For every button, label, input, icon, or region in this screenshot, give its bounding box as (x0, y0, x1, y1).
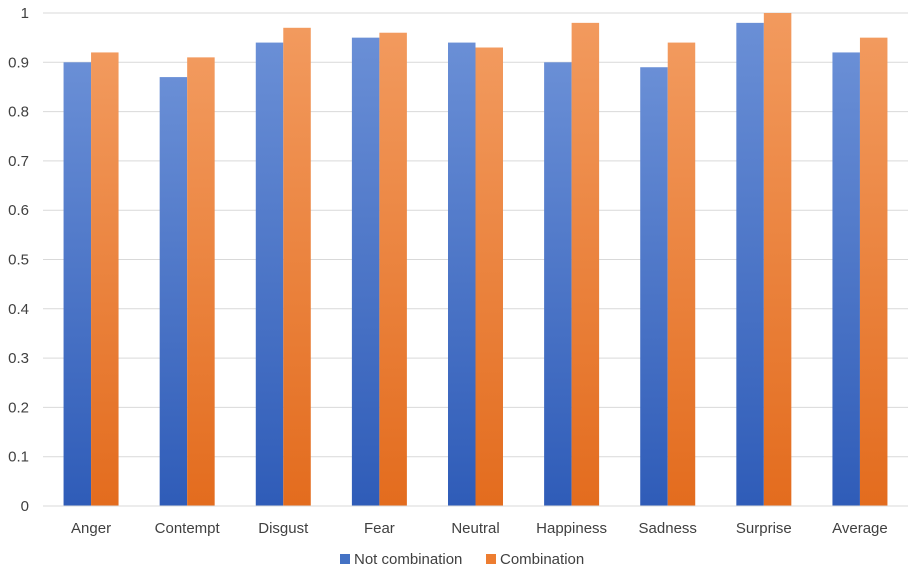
x-tick-label: Average (832, 520, 888, 537)
x-tick-label: Surprise (736, 520, 792, 537)
y-tick-label: 0.3 (8, 350, 29, 367)
bar-combination-anger (91, 52, 119, 506)
bar-combination-disgust (283, 27, 311, 506)
y-tick-label: 0.6 (8, 202, 29, 219)
bar-combination-contempt (187, 57, 215, 507)
x-tick-label: Fear (364, 520, 395, 537)
bar-not-combination-fear (351, 37, 380, 507)
legend: Not combination Combination (340, 551, 584, 568)
y-tick-label: 0 (21, 498, 29, 515)
y-tick-label: 0.8 (8, 104, 29, 121)
legend-label-combination: Combination (500, 551, 584, 568)
x-tick-label: Sadness (639, 520, 697, 537)
bar-not-combination-sadness (640, 67, 668, 506)
y-tick-label: 0.5 (8, 252, 29, 269)
y-tick-label: 0.2 (8, 399, 29, 416)
x-tick-label: Anger (71, 520, 111, 537)
y-tick-label: 1 (21, 5, 29, 22)
bar-combination-neutral (475, 47, 503, 506)
y-tick-label: 0.9 (8, 54, 29, 71)
bar-not-combination-average (832, 52, 860, 506)
legend-label-not-combination: Not combination (354, 551, 462, 568)
y-tick-label: 0.4 (8, 301, 29, 318)
bar-combination-happiness (571, 22, 600, 507)
bar-combination-sadness (667, 42, 696, 506)
bar-not-combination-disgust (255, 42, 284, 506)
legend-swatch-not-combination (340, 554, 350, 564)
x-tick-label: Neutral (451, 520, 499, 537)
bar-not-combination-surprise (736, 22, 764, 507)
y-tick-label: 0.1 (8, 449, 29, 466)
bar-not-combination-neutral (448, 42, 476, 506)
y-tick-label: 0.7 (8, 153, 29, 170)
y-axis-ticks: 0 0.1 0.2 0.3 0.4 0.5 0.6 0.7 0.8 0.9 1 (8, 5, 29, 515)
bars (63, 13, 888, 507)
x-tick-label: Disgust (258, 520, 309, 537)
bar-combination-average (859, 37, 888, 507)
bar-not-combination-contempt (159, 77, 188, 506)
bar-combination-surprise (763, 13, 792, 506)
bar-not-combination-happiness (544, 62, 572, 507)
x-tick-label: Happiness (536, 520, 607, 537)
legend-swatch-combination (486, 554, 496, 564)
x-tick-label: Contempt (155, 520, 221, 537)
x-axis-labels: Anger Contempt Disgust Fear Neutral Happiness… (71, 520, 888, 537)
bar-combination-fear (379, 32, 407, 506)
bar-not-combination-anger (63, 62, 92, 507)
